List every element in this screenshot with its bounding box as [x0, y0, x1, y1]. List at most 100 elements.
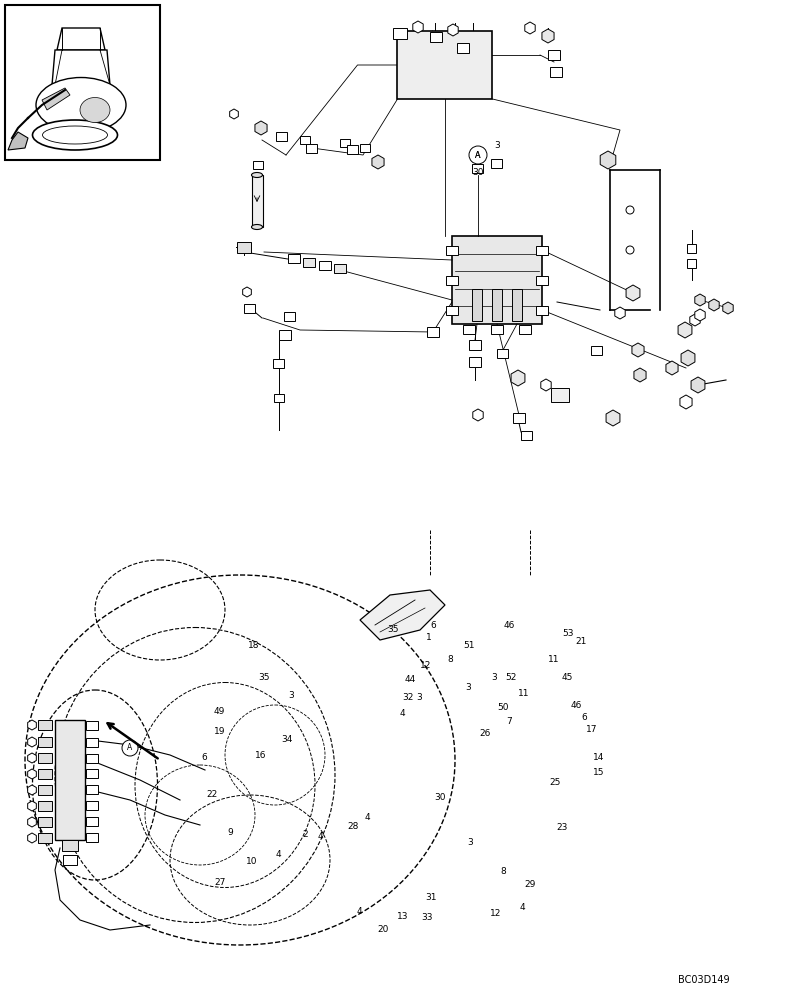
Polygon shape: [242, 287, 251, 297]
Bar: [86, 785, 98, 794]
Polygon shape: [8, 132, 28, 150]
Text: 27: 27: [213, 878, 225, 887]
Bar: [513, 413, 525, 423]
Bar: [38, 833, 52, 843]
Text: 32: 32: [401, 692, 413, 702]
Text: 15: 15: [592, 768, 603, 777]
Polygon shape: [57, 28, 105, 50]
Bar: [340, 139, 350, 147]
Text: 3: 3: [464, 684, 470, 692]
Bar: [86, 817, 98, 826]
Bar: [590, 346, 602, 355]
Text: 9: 9: [227, 828, 234, 837]
Text: A: A: [127, 744, 132, 752]
Bar: [333, 263, 345, 272]
Bar: [38, 801, 52, 811]
Bar: [359, 144, 370, 152]
Text: 30: 30: [472, 168, 483, 177]
Text: 12: 12: [419, 660, 431, 670]
Polygon shape: [28, 737, 36, 747]
Text: 34: 34: [281, 736, 292, 744]
Polygon shape: [680, 350, 694, 366]
Polygon shape: [605, 410, 619, 426]
Text: 30: 30: [434, 793, 445, 802]
Polygon shape: [689, 314, 699, 326]
Bar: [284, 312, 295, 320]
Bar: [491, 324, 502, 334]
Text: 12: 12: [489, 909, 500, 918]
Text: 11: 11: [547, 656, 559, 664]
Text: 18: 18: [248, 642, 260, 650]
Polygon shape: [722, 302, 732, 314]
Polygon shape: [541, 29, 553, 43]
Bar: [319, 260, 331, 269]
Polygon shape: [371, 155, 384, 169]
Bar: [551, 388, 569, 402]
Bar: [472, 164, 483, 173]
Text: 25: 25: [548, 778, 560, 787]
Polygon shape: [28, 833, 36, 843]
Polygon shape: [690, 377, 704, 393]
Text: 4: 4: [275, 850, 281, 859]
Bar: [251, 175, 263, 227]
Text: 16: 16: [255, 752, 266, 760]
Text: 28: 28: [347, 822, 358, 831]
Text: 29: 29: [524, 880, 535, 889]
Bar: [38, 817, 52, 827]
Polygon shape: [633, 368, 646, 382]
Text: 6: 6: [581, 714, 587, 722]
Text: 3: 3: [288, 690, 294, 700]
Text: 10: 10: [246, 857, 258, 866]
Polygon shape: [679, 395, 691, 409]
Text: 4: 4: [400, 708, 405, 718]
Polygon shape: [631, 343, 643, 357]
Bar: [462, 324, 474, 334]
Bar: [518, 324, 530, 334]
Bar: [445, 275, 457, 284]
Polygon shape: [28, 785, 36, 795]
Polygon shape: [665, 361, 677, 375]
Polygon shape: [614, 307, 624, 319]
Polygon shape: [524, 22, 534, 34]
Polygon shape: [28, 769, 36, 779]
Polygon shape: [255, 121, 267, 135]
Text: 4: 4: [318, 832, 323, 841]
Bar: [469, 340, 480, 350]
Text: 35: 35: [258, 672, 269, 682]
Circle shape: [625, 246, 633, 254]
Bar: [427, 327, 439, 337]
Bar: [445, 306, 457, 314]
Bar: [62, 840, 78, 851]
Bar: [535, 245, 547, 254]
Polygon shape: [510, 370, 524, 386]
Bar: [253, 161, 263, 169]
Polygon shape: [599, 151, 615, 169]
Polygon shape: [28, 817, 36, 827]
Polygon shape: [42, 88, 70, 110]
Text: 3: 3: [491, 674, 497, 682]
Ellipse shape: [251, 225, 262, 230]
Bar: [471, 289, 482, 321]
Bar: [457, 43, 469, 53]
Polygon shape: [230, 109, 238, 119]
Polygon shape: [677, 322, 691, 338]
Bar: [299, 136, 310, 144]
Polygon shape: [694, 309, 704, 321]
Bar: [86, 769, 98, 778]
Ellipse shape: [36, 78, 126, 133]
Bar: [86, 833, 98, 842]
Text: 26: 26: [478, 728, 490, 738]
Text: 46: 46: [503, 621, 514, 631]
Bar: [497, 349, 508, 358]
Polygon shape: [28, 720, 36, 730]
Circle shape: [122, 740, 138, 756]
Polygon shape: [447, 24, 457, 36]
Bar: [445, 245, 457, 254]
Circle shape: [625, 206, 633, 214]
Polygon shape: [625, 285, 639, 301]
Ellipse shape: [80, 98, 109, 123]
Text: 8: 8: [500, 867, 506, 876]
Bar: [491, 159, 502, 168]
Text: 31: 31: [425, 893, 436, 902]
Polygon shape: [540, 379, 551, 391]
